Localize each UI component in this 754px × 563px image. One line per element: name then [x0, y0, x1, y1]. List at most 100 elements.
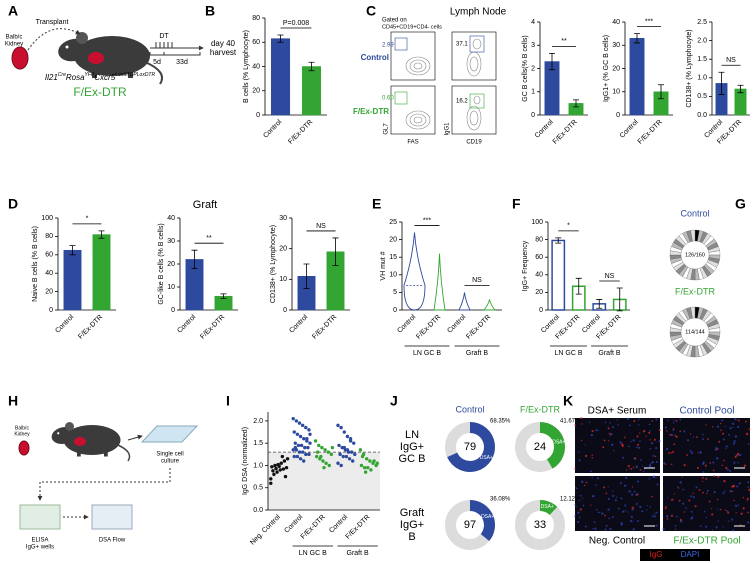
- stain-speck: [734, 435, 738, 438]
- stain-speck: [632, 439, 635, 442]
- stain-speck: [633, 419, 636, 422]
- stain-speck: [725, 466, 728, 470]
- data-point: [359, 463, 364, 468]
- data-point: [360, 454, 365, 459]
- stain-speck: [639, 505, 642, 509]
- stain-speck: [705, 525, 708, 528]
- stain-speck: [702, 491, 704, 494]
- stain-speck: [669, 433, 672, 436]
- stain-speck: [588, 421, 591, 424]
- stain-speck: [579, 508, 582, 511]
- error-bar: [220, 293, 227, 299]
- stain-speck: [737, 419, 740, 422]
- stain-speck: [722, 432, 725, 435]
- y-tick-label: 60: [535, 254, 543, 261]
- data-point: [341, 454, 345, 459]
- stain-speck: [683, 430, 686, 433]
- stain-speck: [675, 515, 678, 518]
- stain-speck: [636, 480, 639, 483]
- kidney: [11, 46, 29, 70]
- stain-speck: [729, 490, 732, 493]
- significance-label: NS: [472, 277, 482, 284]
- data-point: [281, 467, 286, 471]
- error-bar: [616, 287, 623, 312]
- stain-speck: [658, 440, 661, 443]
- stain-speck: [682, 502, 685, 505]
- y-tick-label: 20: [45, 288, 53, 295]
- stain-speck: [579, 494, 582, 497]
- data-point: [351, 459, 355, 463]
- x-tick-label: Control: [534, 118, 555, 139]
- data-point: [321, 459, 325, 463]
- stain-speck: [690, 495, 693, 498]
- x-tick-label: F/Ex-DTR: [311, 314, 338, 341]
- stain-speck: [679, 418, 682, 421]
- stain-speck: [592, 527, 594, 530]
- stain-speck: [575, 487, 578, 490]
- y-tick-label: 0.0: [253, 507, 263, 514]
- stain-speck: [628, 445, 630, 448]
- stain-speck: [722, 438, 725, 441]
- bar: [63, 249, 82, 311]
- stain-speck: [675, 420, 678, 422]
- y-tick-label: 30: [167, 238, 175, 245]
- stain-speck: [678, 499, 681, 502]
- panel-letter: D: [8, 196, 18, 212]
- bar: [270, 38, 291, 116]
- stain-speck: [663, 462, 666, 465]
- stain-speck: [681, 476, 683, 478]
- error-bar: [575, 277, 582, 295]
- stain-speck: [617, 507, 620, 510]
- panel-letter: C: [366, 3, 376, 19]
- model-label: F/Ex-DTR: [73, 85, 127, 99]
- data-point: [293, 445, 297, 450]
- x-tick-label: Control: [176, 313, 197, 334]
- panel-letter: K: [563, 393, 573, 409]
- stain-speck: [711, 513, 714, 516]
- stain-speck: [721, 419, 724, 422]
- data-point: [365, 457, 369, 461]
- stain-speck: [636, 446, 638, 449]
- stain-speck: [745, 421, 747, 423]
- stain-speck: [636, 435, 639, 438]
- stain-speck: [696, 466, 700, 470]
- y-tick-label: 1: [531, 89, 535, 96]
- stain-speck: [670, 463, 673, 465]
- y-tick-label: 30: [612, 42, 620, 49]
- stain-speck: [693, 436, 695, 438]
- y-tick-label: 40: [535, 272, 543, 279]
- data-point: [339, 425, 343, 430]
- row-label: F/Ex-DTR: [353, 107, 389, 116]
- stain-speck: [671, 450, 675, 453]
- flow-axis-label: GL7: [384, 123, 390, 135]
- stain-speck: [627, 511, 629, 513]
- y-tick-label: 1.5: [697, 56, 707, 63]
- stain-speck: [624, 504, 627, 507]
- stain-speck: [666, 448, 669, 451]
- stain-speck: [648, 423, 651, 426]
- stain-speck: [689, 450, 692, 452]
- clone-ratio: 114/144: [685, 329, 704, 335]
- stain-speck: [633, 509, 635, 511]
- stain-speck: [716, 425, 720, 428]
- allele: LoxSTOPLoxDTR: [115, 72, 155, 78]
- stain-speck: [624, 436, 626, 439]
- stain-speck: [665, 430, 668, 432]
- violin: [403, 232, 426, 311]
- stain-speck: [611, 515, 614, 518]
- stain-speck: [692, 492, 694, 494]
- stain-speck: [641, 465, 644, 467]
- data-point: [336, 461, 340, 465]
- y-tick-label: 20: [279, 246, 287, 253]
- x-tick-label: Control: [396, 313, 417, 334]
- stain-speck: [639, 469, 642, 471]
- data-point: [283, 474, 288, 479]
- data-point: [363, 470, 368, 474]
- stain-speck: [628, 424, 631, 427]
- elisa-plate: [19, 504, 61, 530]
- stain-speck: [713, 475, 716, 477]
- stain-speck: [732, 442, 736, 445]
- data-point: [327, 463, 331, 468]
- stain-speck: [729, 469, 732, 472]
- y-tick-label: 3: [531, 42, 535, 49]
